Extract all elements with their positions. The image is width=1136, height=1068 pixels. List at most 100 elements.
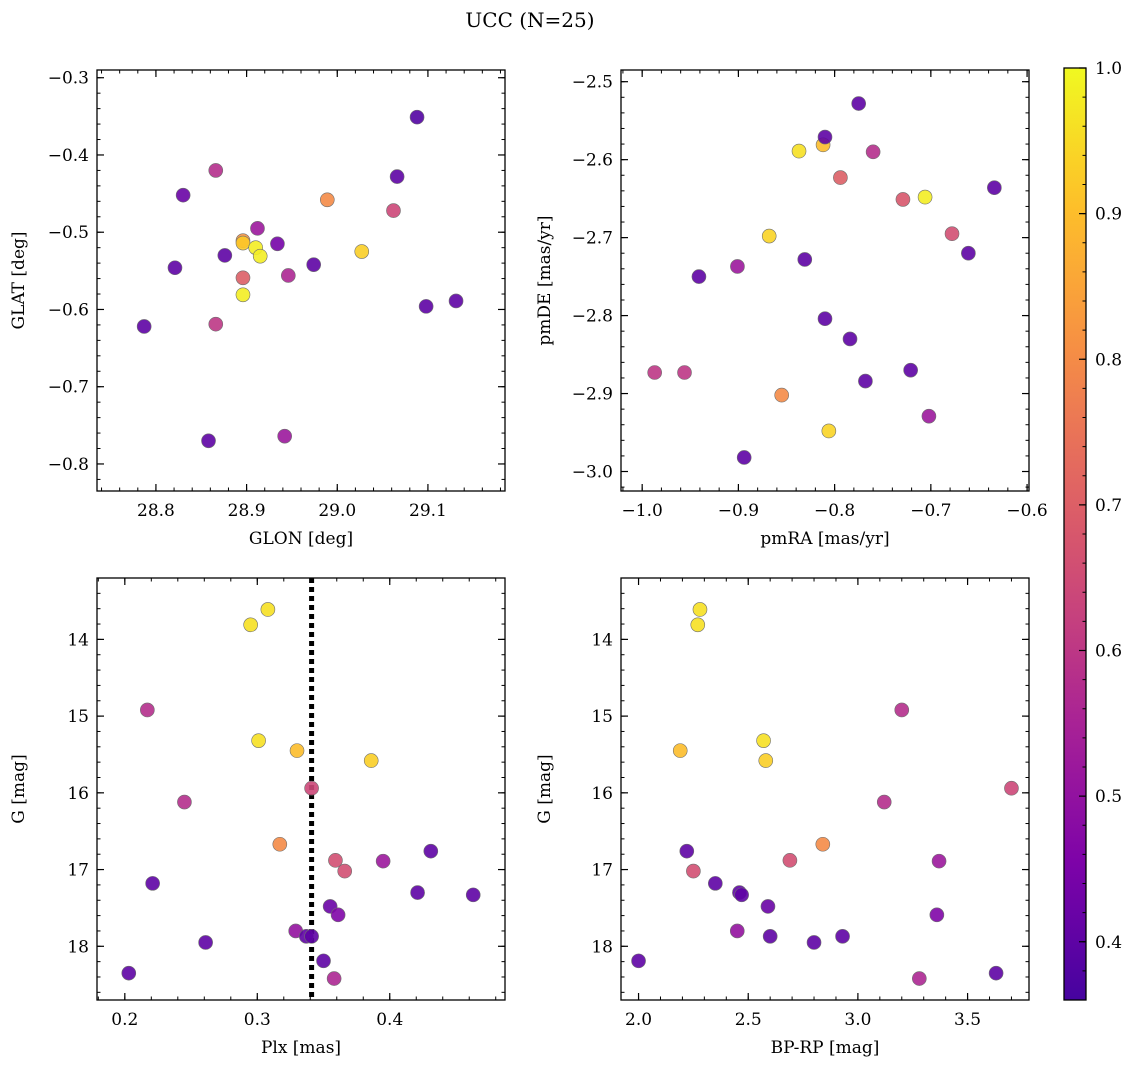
scatter-point (319, 192, 335, 208)
scatter-point (679, 843, 695, 859)
axes-frame (620, 577, 1030, 1001)
scatter-point (304, 929, 319, 944)
scatter-points (647, 96, 1002, 465)
y-tick-label: −0.4 (48, 146, 89, 166)
scatter-point (903, 362, 918, 378)
x-tick-label: 2.5 (735, 1010, 762, 1030)
x-tick-label: 0.3 (244, 1010, 271, 1030)
y-tick-label: −2.9 (572, 385, 613, 405)
y-tick-label: −0.3 (48, 69, 89, 89)
scatter-point (758, 753, 774, 768)
scatter-point (929, 907, 945, 923)
y-tick-label: 16 (67, 784, 89, 804)
scatter-point (277, 428, 292, 444)
scatter-point (774, 387, 789, 403)
scatter-point (217, 248, 233, 263)
scatter-point (833, 170, 848, 185)
scatter-point (797, 252, 813, 267)
scatter-point (252, 248, 268, 264)
colorbar: 0.4 0.5 0.6 0.7 0.8 0.9 1.0 (1063, 59, 1122, 1001)
scatter-point (136, 319, 152, 334)
scatter-point (328, 853, 343, 868)
scatter-points (121, 602, 481, 986)
scatter-point (961, 245, 976, 261)
scatter-point (647, 365, 662, 380)
y-tick-label: 18 (67, 937, 89, 957)
y-axis-label: GLAT [deg] (9, 231, 29, 329)
panel-plx-g: 0.2 0.3 0.4 14 15 16 17 18 Plx [mas] G [mag] (9, 577, 506, 1058)
scatter-point (931, 853, 947, 869)
scatter-points (631, 602, 1019, 986)
scatter-point (201, 433, 216, 449)
colorbar-tick-label: 0.7 (1095, 496, 1122, 516)
scatter-point (690, 617, 706, 633)
scatter-point (851, 96, 866, 111)
panel-bprp-g: 2.0 2.5 3.0 3.5 14 15 16 17 18 BP-RP [mag] G [mag] (535, 577, 1030, 1058)
y-tick-label: −0.8 (48, 455, 89, 475)
y-tick-label: 16 (591, 784, 613, 804)
scatter-point (692, 602, 708, 617)
scatter-point (121, 965, 137, 981)
colorbar-tick-label: 1.0 (1095, 59, 1122, 79)
scatter-point (760, 899, 776, 914)
scatter-point (782, 853, 798, 868)
scatter-point (858, 373, 873, 389)
scatter-point (208, 316, 224, 332)
scatter-point (1004, 780, 1019, 796)
axes-frame (96, 69, 506, 492)
scatter-point (272, 836, 288, 852)
y-tick-label: 14 (591, 630, 613, 650)
y-tick-label: 17 (591, 861, 613, 881)
scatter-point (423, 843, 439, 859)
scatter-point (791, 143, 807, 159)
scatter-point (817, 129, 833, 145)
y-tick-label: −0.6 (48, 300, 89, 320)
colorbar-tick-label: 0.6 (1095, 642, 1122, 662)
y-tick-label: 14 (67, 630, 89, 650)
x-tick-label: −0.9 (718, 501, 759, 521)
y-tick-label: −0.7 (48, 378, 89, 398)
scatter-point (876, 794, 892, 810)
scatter-point (235, 270, 251, 286)
y-tick-label: 18 (591, 937, 613, 957)
scatter-point (631, 953, 646, 969)
scatter-point (375, 853, 391, 869)
scatter-point (988, 965, 1004, 981)
x-tick-label: 3.0 (844, 1010, 871, 1030)
x-tick-label: 3.5 (954, 1010, 981, 1030)
scatter-point (418, 299, 434, 314)
scatter-point (410, 885, 425, 900)
scatter-point (145, 876, 160, 891)
y-tick-label: −2.7 (572, 229, 613, 249)
scatter-point (686, 863, 701, 879)
colorbar-tick-label: 0.5 (1095, 787, 1122, 807)
scatter-point (235, 287, 251, 303)
scatter-point (691, 269, 707, 284)
figure-title: UCC (N=25) (465, 8, 594, 32)
scatter-point (944, 226, 960, 242)
scatter-point (289, 743, 305, 758)
scatter-point (734, 887, 749, 903)
scatter-point (177, 794, 192, 810)
x-tick-label: 29.1 (409, 501, 447, 521)
plot-grid: 28.8 28.9 29.0 29.1 −0.8 −0.7 −0.6 −0.5 −0.4 −0.3… (9, 69, 1048, 1058)
minor-ticks (621, 577, 1029, 1000)
scatter-point (167, 260, 183, 276)
scatter-point (987, 180, 1002, 196)
y-tick-label: 15 (67, 707, 89, 727)
colorbar-gradient (1064, 68, 1086, 1000)
panel-glon-glat: 28.8 28.9 29.0 29.1 −0.8 −0.7 −0.6 −0.5 −0.4 −0.3… (9, 69, 506, 549)
y-tick-label: 17 (67, 861, 89, 881)
scatter-point (208, 163, 224, 178)
scatter-point (389, 169, 405, 184)
x-tick-label: 0.2 (111, 1010, 138, 1030)
colorbar-tick-label: 0.4 (1095, 933, 1122, 953)
scatter-point (865, 144, 881, 160)
y-axis-label: G [mag] (535, 754, 555, 823)
scatter-point (756, 733, 771, 748)
scatter-point (448, 293, 464, 309)
axes-frame (620, 69, 1030, 492)
scatter-point (806, 935, 822, 950)
scatter-point (730, 259, 745, 274)
